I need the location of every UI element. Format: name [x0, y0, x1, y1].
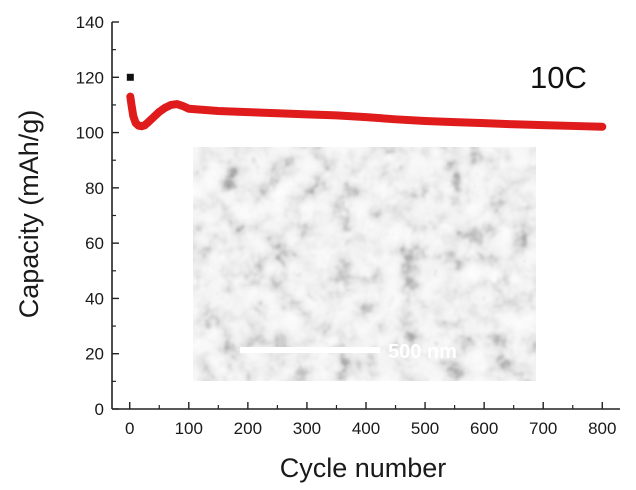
scale-bar-label: 500 nm — [388, 341, 457, 363]
y-axis-title: Capacity (mAh/g) — [14, 110, 44, 319]
y-tick-label: 80 — [85, 179, 104, 198]
y-tick-label: 40 — [85, 289, 104, 308]
x-tick-label: 700 — [529, 419, 557, 438]
y-tick-label: 140 — [76, 13, 104, 32]
x-axis-title: Cycle number — [280, 453, 447, 483]
y-tick-label: 120 — [76, 68, 104, 87]
y-tick-label: 100 — [76, 124, 104, 143]
sem-image — [193, 147, 536, 381]
y-tick-label: 20 — [85, 345, 104, 364]
sem-inset: 500 nm — [193, 147, 536, 381]
x-tick-label: 400 — [352, 419, 380, 438]
x-axis-ticks: 0 100 200 300 400 500 600 700 800 — [125, 402, 616, 438]
y-tick-label: 0 — [95, 400, 104, 419]
capacity-series-line — [126, 92, 607, 131]
x-tick-label: 100 — [175, 419, 203, 438]
first-cycle-point — [126, 73, 134, 81]
y-axis-ticks: 0 20 40 60 80 100 120 140 — [76, 13, 119, 419]
x-tick-label: 600 — [470, 419, 498, 438]
x-tick-label: 500 — [411, 419, 439, 438]
rate-annotation: 10C — [530, 60, 587, 95]
x-tick-label: 0 — [125, 419, 134, 438]
series-layer — [126, 73, 607, 131]
x-tick-label: 200 — [234, 419, 262, 438]
x-tick-label: 800 — [588, 419, 616, 438]
scale-bar — [240, 347, 380, 353]
x-tick-label: 300 — [293, 419, 321, 438]
y-tick-label: 60 — [85, 234, 104, 253]
